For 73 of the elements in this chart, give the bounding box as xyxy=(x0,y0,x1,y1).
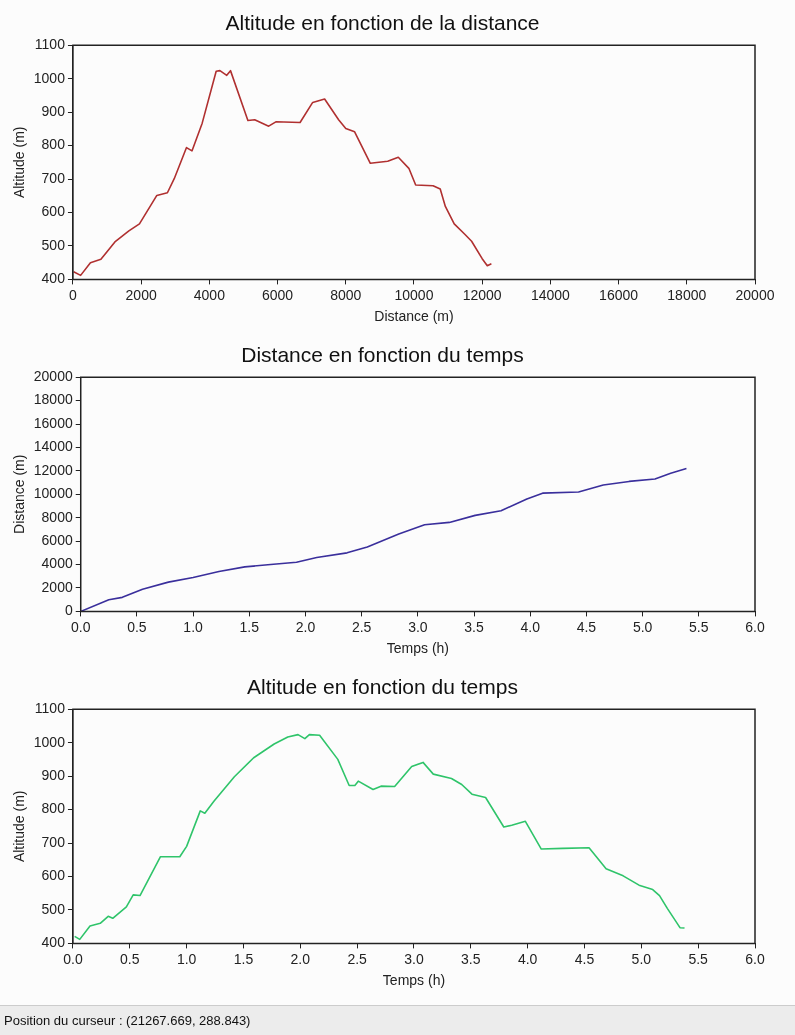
x-tick-label: 4.0 xyxy=(517,950,538,967)
x-tick-label: 6.0 xyxy=(745,618,765,635)
y-axis-title: Altitude (m) xyxy=(11,126,28,199)
x-tick-label: 4.5 xyxy=(574,950,595,967)
x-tick-label: 14000 xyxy=(530,286,571,303)
x-tick-label: 1.5 xyxy=(239,618,260,635)
x-tick-label: 6000 xyxy=(261,286,294,303)
x-tick-label: 3.5 xyxy=(464,618,484,635)
x-tick-label: 5.5 xyxy=(689,618,709,635)
x-tick-label: 2000 xyxy=(125,286,157,303)
y-tick-label: 600 xyxy=(41,867,66,884)
y-tick-label: 1000 xyxy=(33,733,66,750)
x-tick-label: 5.0 xyxy=(632,618,653,635)
y-tick-label: 20000 xyxy=(33,368,73,385)
x-tick-label: 1.5 xyxy=(233,950,254,967)
y-tick-label: 18000 xyxy=(33,391,73,408)
x-tick-label: 1.0 xyxy=(176,950,197,967)
y-tick-label: 0 xyxy=(64,602,73,619)
y-tick-label: 900 xyxy=(41,102,66,119)
text: Position du curseur : (21267.669, 288.843) xyxy=(4,1013,251,1028)
x-tick-label: 5.5 xyxy=(688,950,709,967)
x-tick-label: 12000 xyxy=(462,286,502,303)
chart-title: Altitude en fonction de la distance xyxy=(225,11,540,35)
x-tick-label: 0.0 xyxy=(71,618,91,635)
y-axis-title: Altitude (m) xyxy=(11,790,28,863)
chart-title: Altitude en fonction du temps xyxy=(247,675,518,699)
y-tick-label: 16000 xyxy=(33,414,73,431)
x-tick-label: 4.0 xyxy=(520,618,541,635)
y-tick-label: 800 xyxy=(41,800,66,817)
x-tick-label: 3.0 xyxy=(404,950,424,967)
y-tick-label: 4000 xyxy=(41,555,73,572)
y-tick-label: 500 xyxy=(41,236,66,253)
y-tick-label: 600 xyxy=(41,203,66,220)
x-tick-label: 1.0 xyxy=(183,618,204,635)
x-tick-label: 0.0 xyxy=(63,950,83,967)
x-tick-label: 3.5 xyxy=(461,950,481,967)
x-tick-label: 4.5 xyxy=(576,618,597,635)
y-axis-title: Distance (m) xyxy=(11,454,28,534)
y-tick-label: 1000 xyxy=(33,69,66,86)
y-tick-label: 400 xyxy=(41,270,66,287)
x-tick-label: 0.5 xyxy=(127,618,147,635)
chart-title: Distance en fonction du temps xyxy=(241,343,524,367)
x-tick-label: 2.0 xyxy=(290,950,311,967)
y-tick-label: 900 xyxy=(41,766,66,783)
x-tick-label: 6.0 xyxy=(745,950,765,967)
x-tick-label: 0.5 xyxy=(120,950,140,967)
x-tick-label: 18000 xyxy=(667,286,707,303)
y-tick-label: 14000 xyxy=(33,438,73,455)
x-tick-label: 16000 xyxy=(599,286,639,303)
x-tick-label: 10000 xyxy=(394,286,434,303)
x-tick-label: 5.0 xyxy=(631,950,652,967)
y-tick-label: 500 xyxy=(41,900,66,917)
x-axis-title: Distance (m) xyxy=(374,308,454,325)
x-tick-label: 8000 xyxy=(330,286,362,303)
y-tick-label: 700 xyxy=(41,833,66,850)
y-tick-label: 1100 xyxy=(34,36,66,53)
x-tick-label: 2.5 xyxy=(347,950,368,967)
x-axis-title: Temps (h) xyxy=(382,972,446,989)
y-tick-label: 2000 xyxy=(41,578,73,595)
y-tick-label: 8000 xyxy=(41,508,73,525)
x-axis-title: Temps (h) xyxy=(386,640,449,657)
y-tick-label: 12000 xyxy=(33,461,73,478)
x-tick-label: 4000 xyxy=(193,286,226,303)
x-tick-label: 3.0 xyxy=(408,618,428,635)
x-tick-label: 2.0 xyxy=(295,618,316,635)
x-tick-label: 2.5 xyxy=(351,618,372,635)
y-tick-label: 400 xyxy=(41,934,66,951)
y-tick-label: 700 xyxy=(41,169,66,186)
x-tick-label: 20000 xyxy=(735,286,775,303)
y-tick-label: 10000 xyxy=(33,485,73,502)
y-tick-label: 6000 xyxy=(41,532,73,548)
y-tick-label: 1100 xyxy=(34,700,66,717)
y-tick-label: 800 xyxy=(41,136,66,153)
